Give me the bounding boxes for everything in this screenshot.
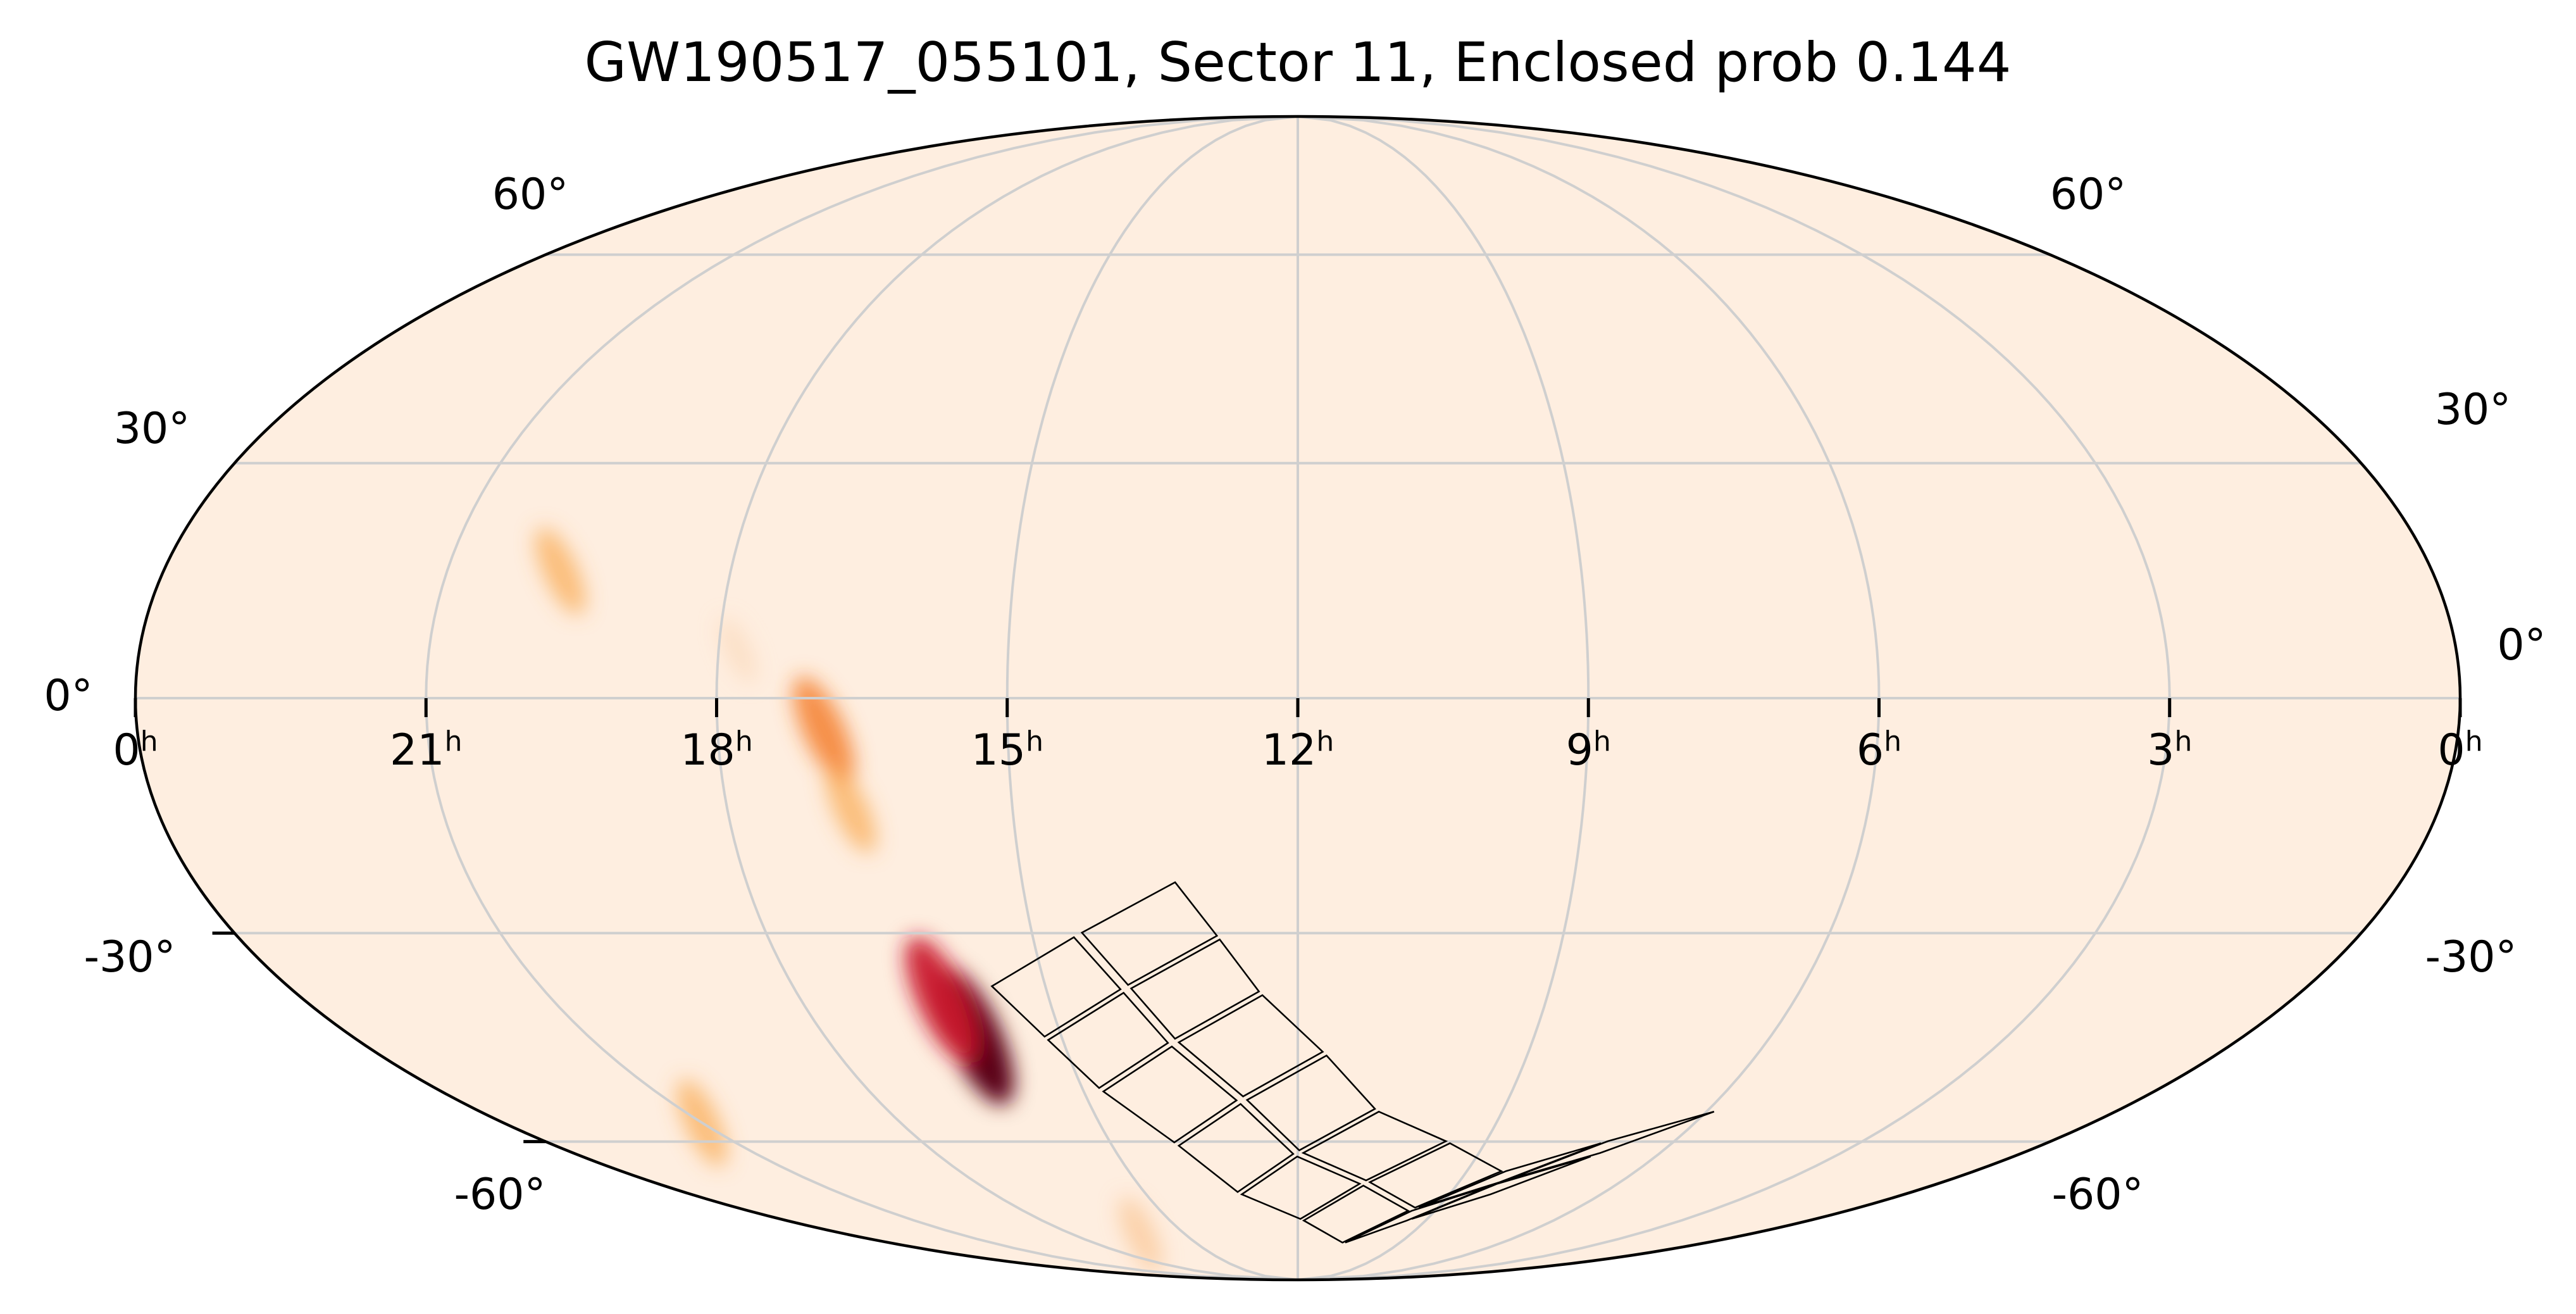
ccd-outline — [1411, 1155, 1591, 1220]
ra-label-unit: h — [445, 725, 463, 758]
ra-label-unit: h — [2465, 725, 2483, 758]
ra-label-value: 0 — [113, 725, 140, 775]
ra-label-unit: h — [140, 725, 158, 758]
ccd-outline — [1245, 1054, 1376, 1151]
ra-label: 9h — [1566, 725, 1611, 775]
ra-label: 0h — [113, 725, 158, 775]
ra-label: 0h — [2437, 725, 2482, 775]
ccd-outline — [1177, 1103, 1295, 1193]
ra-label: 21h — [390, 725, 462, 775]
ra-label-value: 0 — [2437, 725, 2465, 775]
ccd-outline — [1345, 1184, 1492, 1244]
ra-label-unit: h — [1884, 725, 1901, 758]
dec-label-right: 60° — [2050, 170, 2127, 220]
ra-label-value: 21 — [390, 725, 445, 775]
ra-label-value: 12 — [1262, 725, 1317, 775]
axis-ticks — [134, 698, 2462, 1144]
probability-heatmap — [535, 527, 1162, 1273]
ccd-outline — [1102, 1045, 1238, 1144]
ccd-outline — [1301, 1110, 1448, 1182]
ra-label-unit: h — [1593, 725, 1611, 758]
dec-label-right: -30° — [2425, 932, 2517, 982]
tess-sector-footprint — [990, 881, 1715, 1244]
ra-label-value: 18 — [680, 725, 735, 775]
coordinate-grid — [135, 116, 2460, 1280]
ra-label-unit: h — [2174, 725, 2192, 758]
ccd-outline — [1047, 991, 1169, 1089]
probability-blob — [719, 617, 757, 684]
ra-label: 15h — [971, 725, 1043, 775]
ra-label-value: 15 — [971, 725, 1026, 775]
ra-label-value: 6 — [1857, 725, 1884, 775]
ccd-outline — [990, 936, 1122, 1038]
ra-label-value: 9 — [1566, 725, 1593, 775]
probability-blob — [905, 936, 978, 1063]
ccd-outline — [1129, 938, 1260, 1040]
dec-label-left: 60° — [492, 170, 569, 220]
ra-label: 6h — [1857, 725, 1901, 775]
ra-label: 18h — [680, 725, 752, 775]
dec-label-left: 0° — [44, 671, 92, 721]
dec-axis-labels: 60° 30° 0° -30° -60° 60° 30° 0° -30° -60° — [44, 170, 2546, 1220]
dec-label-left: 30° — [114, 404, 190, 454]
dec-label-right: 0° — [2497, 620, 2546, 670]
dec-label-right: -60° — [2051, 1170, 2143, 1220]
ccd-outline — [1177, 994, 1324, 1098]
ccd-outline — [1240, 1155, 1362, 1220]
probability-blob — [826, 765, 876, 853]
dec-label-left: -60° — [454, 1170, 545, 1220]
ccd-outline — [1367, 1142, 1503, 1209]
ra-label: 3h — [2147, 725, 2192, 775]
probability-blob — [1119, 1197, 1162, 1273]
ra-label-unit: h — [1316, 725, 1334, 758]
ccd-outline — [1505, 1111, 1715, 1182]
probability-blob — [793, 677, 855, 784]
ra-axis-labels: 0h 21h 18h 15h 12h 9h 6h 3h 0h — [113, 725, 2482, 775]
probability-blob — [535, 527, 586, 615]
ra-label: 12h — [1262, 725, 1334, 775]
dec-label-left: -30° — [84, 932, 175, 982]
map-title: GW190517_055101, Sector 11, Enclosed pro… — [585, 31, 2012, 94]
ra-label-unit: h — [1026, 725, 1043, 758]
ccd-outline — [1080, 881, 1219, 986]
ra-label-value: 3 — [2147, 725, 2174, 775]
ccd-outline — [1302, 1184, 1410, 1244]
ra-label-unit: h — [735, 725, 753, 758]
dec-label-right: 30° — [2435, 385, 2511, 435]
